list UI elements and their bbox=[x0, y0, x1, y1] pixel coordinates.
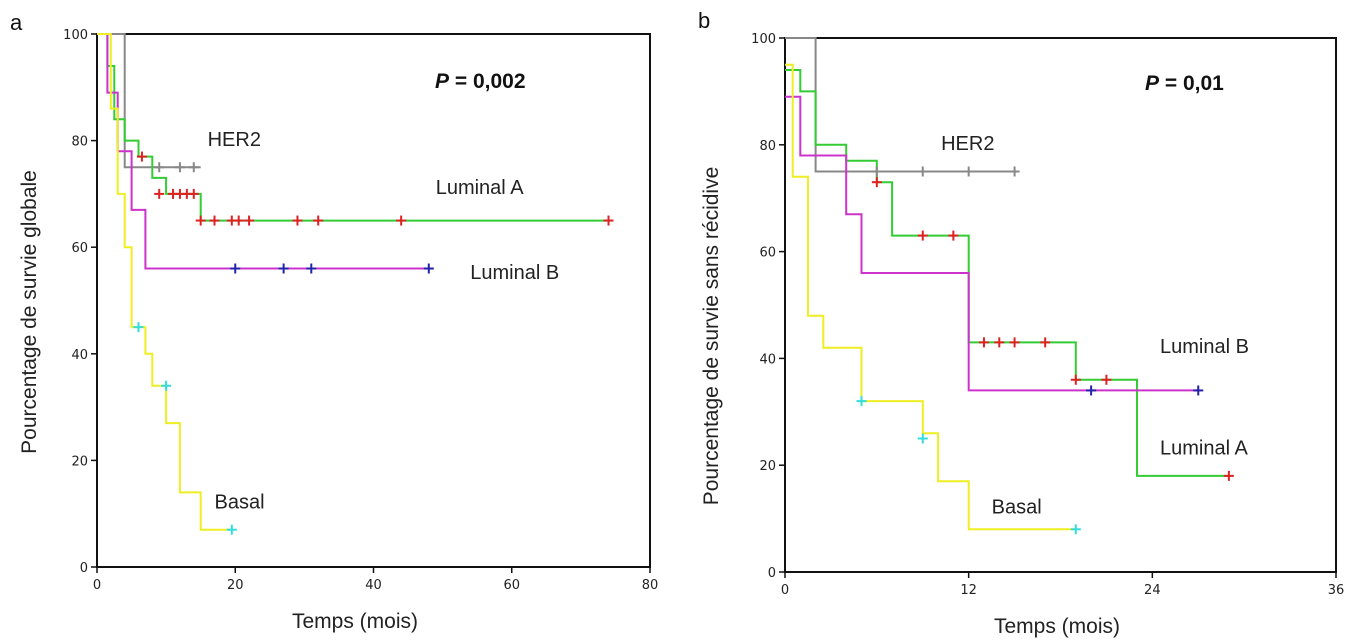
panel-b-censor-luminal-a bbox=[948, 230, 959, 241]
panel-b-censor-luminal-b bbox=[1193, 385, 1204, 396]
panel-b-censor-her2 bbox=[871, 166, 882, 177]
panel-b-p-value-number: = 0,01 bbox=[1159, 72, 1224, 95]
panel-b-censor-basal bbox=[856, 396, 867, 407]
panel-a-x-tick-label: 0 bbox=[93, 578, 101, 593]
panel-a-censor-luminal-a bbox=[603, 215, 614, 226]
panel-a-censor-luminal-a bbox=[136, 151, 147, 162]
panel-b-letter: b bbox=[698, 8, 710, 33]
panel-a-censor-luminal-a bbox=[188, 188, 199, 199]
panel-b-x-tick-label: 24 bbox=[1144, 583, 1161, 598]
panel-b-y-tick-label: 80 bbox=[759, 139, 776, 154]
panel-a-censor-luminal-a bbox=[209, 215, 220, 226]
panel-a-label-her2: HER2 bbox=[208, 129, 261, 151]
panel-a-censor-her2 bbox=[188, 162, 199, 173]
panel-b-censor-luminal-a bbox=[1223, 470, 1234, 481]
panel-b-y-axis-title: Pourcentage de survie sans récidive bbox=[700, 167, 723, 506]
panel-a-x-tick-label: 60 bbox=[503, 578, 520, 593]
panel-b-label-luminal-b: Luminal B bbox=[1160, 336, 1249, 358]
panel-a-curve-her2 bbox=[97, 33, 201, 169]
panel-a-censor-luminal-a bbox=[396, 215, 407, 226]
chart-panel-b: b 0 12 24 36 0 20 40 60 80 100 Temps (mois) Pourcent… bbox=[698, 8, 1344, 638]
panel-b-censor-luminal-a bbox=[994, 337, 1005, 348]
panel-b-censor-luminal-a bbox=[978, 337, 989, 348]
panel-b-censor-luminal-a bbox=[917, 230, 928, 241]
panel-b-y-tick-label: 100 bbox=[751, 32, 776, 47]
panel-b-censor-luminal-a bbox=[1101, 374, 1112, 385]
panel-a-censor-luminal-a bbox=[154, 188, 165, 199]
panel-b-x-axis-title: Temps (mois) bbox=[994, 615, 1120, 638]
panel-b-curve-luminal-b bbox=[785, 95, 1199, 392]
panel-a-y-tick-label: 100 bbox=[63, 28, 88, 43]
panel-a-curve-luminal-b bbox=[97, 33, 429, 270]
panel-b-censor-basal bbox=[1070, 524, 1081, 535]
panel-b-curve-basal bbox=[785, 63, 1076, 531]
panel-a-censor-luminal-a bbox=[292, 215, 303, 226]
panel-a-censor-luminal-b bbox=[230, 263, 241, 274]
panel-a-y-axis-title: Pourcentage de survie globale bbox=[18, 170, 41, 454]
panel-b-censor-luminal-a bbox=[1009, 337, 1020, 348]
panel-b-label-her2: HER2 bbox=[941, 133, 994, 155]
panel-a-censor-luminal-b bbox=[306, 263, 317, 274]
panel-a-label-luminal-b: Luminal B bbox=[470, 262, 559, 284]
panel-a-censor-luminal-a bbox=[195, 215, 206, 226]
panel-a-p-value-symbol: P bbox=[435, 70, 450, 93]
panel-a-p-value: P = 0,002 bbox=[435, 70, 526, 93]
panel-b-censor-her2 bbox=[917, 166, 928, 177]
panel-b-x-tick-label: 0 bbox=[781, 583, 789, 598]
panel-b-censor-basal bbox=[917, 433, 928, 444]
panel-b-censor-luminal-a bbox=[1070, 374, 1081, 385]
panel-b-y-tick-label: 40 bbox=[759, 352, 776, 367]
panel-b-label-basal: Basal bbox=[992, 496, 1042, 518]
panel-a-label-luminal-a: Luminal A bbox=[436, 177, 524, 199]
panel-a-censor-basal bbox=[133, 322, 144, 333]
panel-a-censor-her2 bbox=[154, 162, 165, 173]
panel-a-y-tick-label: 0 bbox=[80, 561, 88, 576]
panel-b-y-tick-label: 0 bbox=[768, 566, 776, 581]
panel-b-censor-luminal-b bbox=[1086, 385, 1097, 396]
panel-a-x-tick-label: 20 bbox=[227, 578, 244, 593]
panel-b-y-tick-label: 20 bbox=[759, 459, 776, 474]
panel-b-plot-frame bbox=[784, 37, 1337, 573]
panel-a-censor-luminal-a bbox=[313, 215, 324, 226]
panel-a-censor-her2 bbox=[174, 162, 185, 173]
panel-a-x-tick-label: 80 bbox=[642, 578, 659, 593]
panel-b-label-luminal-a: Luminal A bbox=[1160, 438, 1248, 460]
panel-a-y-tick-label: 80 bbox=[71, 135, 88, 150]
panel-a-x-axis-title: Temps (mois) bbox=[292, 610, 418, 633]
panel-b-curve-luminal-a bbox=[785, 69, 1229, 477]
panel-b-censor-her2 bbox=[963, 166, 974, 177]
panel-a-y-tick-label: 20 bbox=[71, 454, 88, 469]
panel-b-x-tick-label: 12 bbox=[960, 583, 977, 598]
panel-a-censor-luminal-a bbox=[244, 215, 255, 226]
panel-a-y-tick-label: 40 bbox=[71, 348, 88, 363]
panel-a-censor-luminal-a bbox=[233, 215, 244, 226]
panel-a-y-tick-label: 60 bbox=[71, 241, 88, 256]
panel-a-p-value-number: = 0,002 bbox=[449, 70, 525, 93]
panel-b-censor-her2 bbox=[1009, 166, 1020, 177]
panel-b-p-value: P = 0,01 bbox=[1145, 72, 1224, 95]
panel-b-censor-luminal-a bbox=[1040, 337, 1051, 348]
panel-a-censor-luminal-b bbox=[278, 263, 289, 274]
panel-a-label-basal: Basal bbox=[215, 491, 265, 513]
panel-a-x-tick-label: 40 bbox=[365, 578, 382, 593]
panel-b-y-tick-label: 60 bbox=[759, 246, 776, 261]
panel-a-letter: a bbox=[10, 10, 23, 35]
panel-a-censor-basal bbox=[226, 524, 237, 535]
panel-b-censor-luminal-a bbox=[871, 177, 882, 188]
panel-b-p-value-symbol: P bbox=[1145, 72, 1160, 95]
panel-a-curve-basal bbox=[97, 33, 232, 531]
panel-a-censor-luminal-b bbox=[423, 263, 434, 274]
panel-a-censor-basal bbox=[161, 380, 172, 391]
panel-b-x-tick-label: 36 bbox=[1328, 583, 1345, 598]
chart-panel-a: a 0 20 40 60 80 0 20 40 60 80 100 Temps (mois) Pource… bbox=[10, 10, 658, 633]
